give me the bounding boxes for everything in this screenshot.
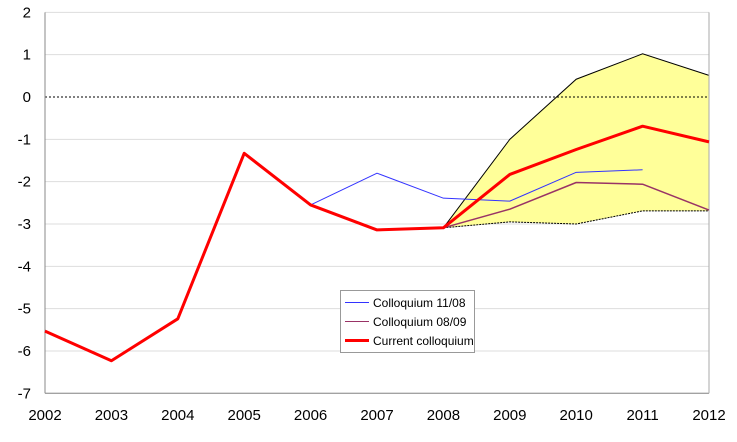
legend: Colloquium 11/08 Colloquium 08/09 Current … <box>340 290 475 353</box>
band-upper-line <box>443 53 710 229</box>
legend-swatch <box>345 302 369 303</box>
x-tick-label: 2004 <box>161 407 194 424</box>
y-tick-label: 2 <box>23 4 31 21</box>
x-tick-label: 2003 <box>95 407 128 424</box>
legend-item: Colloquium 11/08 <box>341 293 474 312</box>
legend-label: Colloquium 11/08 <box>373 295 466 310</box>
x-tick-label: 2009 <box>493 407 526 424</box>
legend-label: Colloquium 08/09 <box>373 314 467 329</box>
x-tick-label: 2007 <box>360 407 393 424</box>
legend-item: Colloquium 08/09 <box>341 312 474 331</box>
legend-label: Current colloquium <box>373 333 474 348</box>
x-tick-label: 2006 <box>294 407 327 424</box>
y-tick-label: 1 <box>23 47 31 64</box>
legend-swatch <box>345 339 369 342</box>
x-tick-label: 2002 <box>28 407 61 424</box>
forecast-band <box>443 53 709 228</box>
y-tick-label: -2 <box>18 174 31 191</box>
x-tick-label: 2011 <box>626 407 658 424</box>
legend-item: Current colloquium <box>341 331 474 350</box>
y-tick-label: -3 <box>18 216 31 233</box>
legend-swatch <box>345 321 369 322</box>
x-tick-label: 2012 <box>692 407 725 424</box>
series-line-2 <box>44 124 710 363</box>
x-tick-label: 2005 <box>228 407 261 424</box>
x-tick-label: 2010 <box>560 407 593 424</box>
x-tick-label: 2008 <box>427 407 460 424</box>
y-tick-label: -5 <box>18 301 31 318</box>
y-tick-label: -1 <box>18 131 31 148</box>
y-tick-label: -6 <box>18 343 31 360</box>
band-lower-line <box>443 210 709 229</box>
y-tick-label: -4 <box>18 258 31 275</box>
y-tick-label: -7 <box>18 385 31 402</box>
y-tick-label: 0 <box>23 89 31 106</box>
